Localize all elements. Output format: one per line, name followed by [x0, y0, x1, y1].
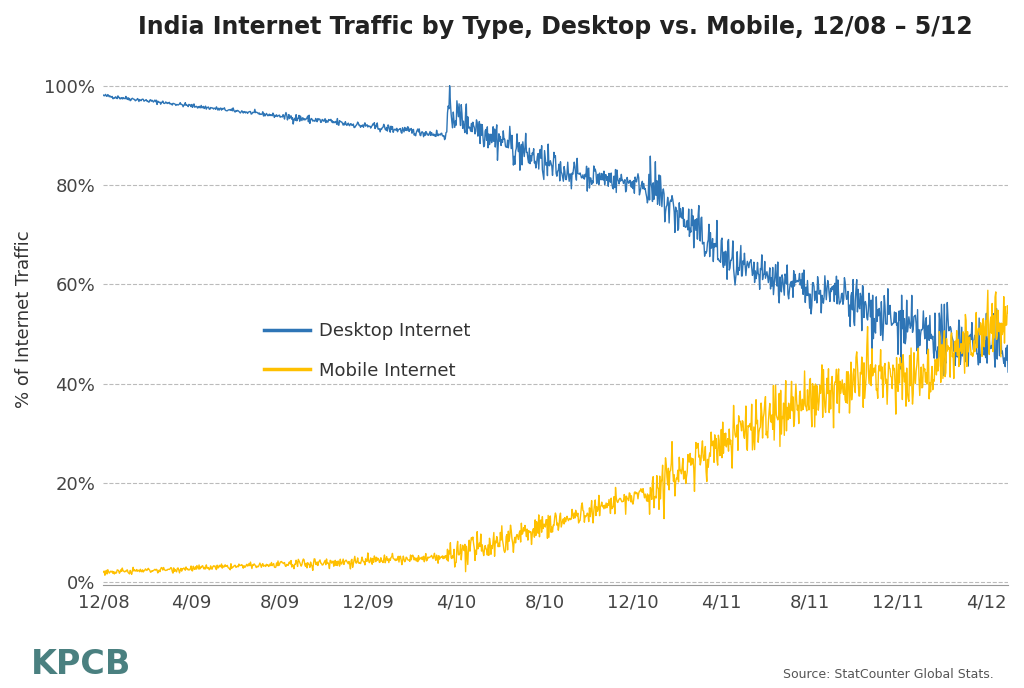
Title: India Internet Traffic by Type, Desktop vs. Mobile, 12/08 – 5/12: India Internet Traffic by Type, Desktop … [138, 15, 973, 39]
Legend: Desktop Internet, Mobile Internet: Desktop Internet, Mobile Internet [257, 315, 477, 387]
Text: Source: StatCounter Global Stats.: Source: StatCounter Global Stats. [782, 668, 993, 681]
Y-axis label: % of Internet Traffic: % of Internet Traffic [15, 230, 33, 408]
Text: KPCB: KPCB [31, 648, 131, 681]
